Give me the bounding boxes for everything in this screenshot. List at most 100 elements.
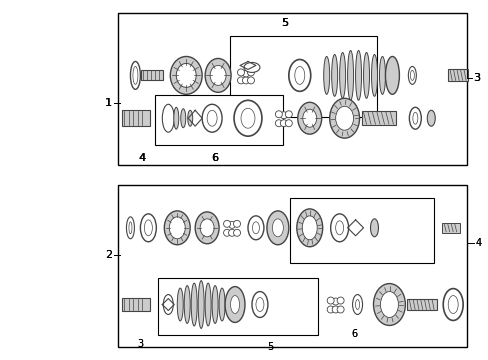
- Ellipse shape: [371, 54, 377, 96]
- Bar: [141, 71, 163, 80]
- Text: 1: 1: [105, 98, 112, 108]
- Ellipse shape: [297, 102, 321, 134]
- Ellipse shape: [241, 108, 254, 128]
- Text: 1: 1: [105, 98, 111, 108]
- Circle shape: [247, 69, 254, 76]
- Ellipse shape: [247, 216, 264, 240]
- Circle shape: [237, 69, 244, 76]
- Ellipse shape: [224, 287, 244, 323]
- Bar: [229, 36, 377, 117]
- Circle shape: [331, 298, 339, 305]
- Ellipse shape: [234, 100, 262, 136]
- Text: 2: 2: [105, 250, 112, 260]
- Text: 3: 3: [473, 73, 480, 84]
- Circle shape: [247, 77, 254, 84]
- Ellipse shape: [442, 289, 462, 320]
- Ellipse shape: [207, 110, 217, 126]
- Text: 4: 4: [139, 153, 145, 163]
- Text: 6: 6: [351, 329, 357, 339]
- Ellipse shape: [409, 71, 413, 80]
- Text: 6: 6: [211, 153, 218, 163]
- Ellipse shape: [133, 67, 138, 84]
- Ellipse shape: [252, 222, 259, 234]
- Ellipse shape: [195, 212, 219, 244]
- Ellipse shape: [427, 110, 434, 126]
- Ellipse shape: [329, 98, 359, 138]
- Ellipse shape: [177, 288, 183, 321]
- Circle shape: [233, 229, 240, 236]
- Ellipse shape: [184, 285, 190, 323]
- Ellipse shape: [129, 222, 132, 234]
- Ellipse shape: [408, 107, 421, 129]
- Ellipse shape: [379, 57, 385, 94]
- Ellipse shape: [205, 58, 230, 92]
- Ellipse shape: [176, 63, 196, 87]
- Ellipse shape: [212, 285, 218, 323]
- Ellipse shape: [170, 57, 202, 94]
- Circle shape: [228, 221, 235, 228]
- Circle shape: [233, 220, 240, 227]
- Text: 3: 3: [137, 339, 143, 349]
- Circle shape: [223, 229, 230, 236]
- Ellipse shape: [380, 292, 398, 318]
- Text: 5: 5: [281, 18, 288, 28]
- Ellipse shape: [210, 66, 225, 85]
- Ellipse shape: [164, 211, 190, 245]
- Circle shape: [285, 120, 292, 127]
- Bar: [407, 298, 436, 310]
- Ellipse shape: [335, 221, 343, 235]
- Text: 4: 4: [139, 153, 145, 163]
- Bar: [122, 110, 150, 126]
- Text: 5: 5: [266, 342, 272, 352]
- Ellipse shape: [363, 53, 369, 98]
- Circle shape: [326, 297, 333, 304]
- Ellipse shape: [331, 54, 337, 96]
- Circle shape: [223, 220, 230, 227]
- Text: 6: 6: [351, 329, 357, 339]
- Ellipse shape: [302, 216, 317, 240]
- Ellipse shape: [447, 296, 457, 314]
- Ellipse shape: [288, 59, 310, 91]
- Ellipse shape: [355, 300, 359, 310]
- Ellipse shape: [355, 50, 361, 100]
- Ellipse shape: [144, 220, 152, 236]
- Ellipse shape: [202, 104, 222, 132]
- Ellipse shape: [370, 219, 378, 237]
- Text: 5: 5: [266, 342, 272, 352]
- Text: 5: 5: [281, 18, 288, 28]
- Ellipse shape: [352, 294, 362, 315]
- Ellipse shape: [385, 57, 399, 94]
- Ellipse shape: [244, 62, 260, 72]
- Text: 4: 4: [475, 238, 481, 248]
- Bar: [447, 69, 467, 81]
- Ellipse shape: [140, 214, 156, 242]
- Ellipse shape: [163, 294, 173, 315]
- Circle shape: [242, 70, 249, 77]
- Ellipse shape: [191, 283, 197, 326]
- Ellipse shape: [339, 53, 345, 98]
- Bar: [155, 95, 282, 145]
- Text: 4: 4: [139, 153, 145, 163]
- Ellipse shape: [169, 217, 185, 239]
- Circle shape: [331, 306, 339, 313]
- Circle shape: [228, 229, 235, 236]
- Ellipse shape: [373, 284, 405, 325]
- Ellipse shape: [296, 209, 322, 247]
- Bar: [289, 198, 433, 263]
- Circle shape: [280, 120, 287, 127]
- Text: 6: 6: [211, 153, 218, 163]
- Text: 2: 2: [105, 250, 112, 260]
- Text: 3: 3: [473, 73, 480, 84]
- Ellipse shape: [200, 219, 214, 237]
- Ellipse shape: [330, 214, 348, 242]
- Circle shape: [275, 120, 282, 127]
- Circle shape: [242, 77, 249, 84]
- Text: 3: 3: [473, 73, 479, 84]
- Bar: [118, 13, 466, 165]
- Ellipse shape: [181, 109, 185, 128]
- Circle shape: [326, 306, 333, 313]
- Ellipse shape: [407, 67, 415, 84]
- Ellipse shape: [412, 112, 417, 124]
- Ellipse shape: [230, 296, 239, 314]
- Circle shape: [336, 297, 344, 304]
